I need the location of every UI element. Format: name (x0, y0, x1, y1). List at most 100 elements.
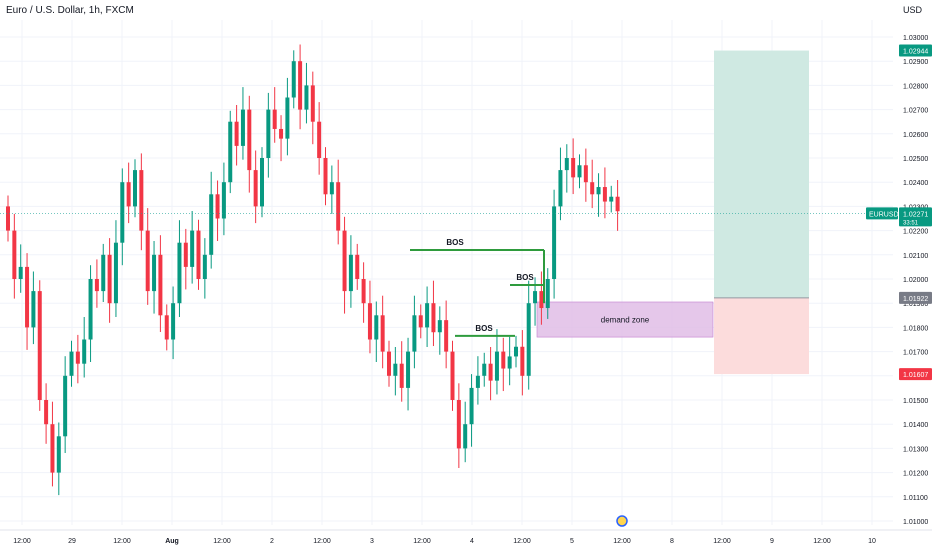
candle-down (298, 61, 303, 110)
stop-price-tag (899, 368, 932, 381)
target-price-tag-text: 1.02944 (903, 49, 928, 56)
currency-label: USD (903, 5, 923, 15)
candle-up (552, 206, 557, 279)
candle-down (215, 194, 220, 219)
y-tick-label: 1.02500 (903, 156, 928, 163)
event-icon[interactable] (616, 515, 628, 527)
candle-down (247, 109, 252, 171)
y-tick-label: 1.01200 (903, 471, 928, 478)
x-tick-label: 3 (370, 538, 374, 545)
candle-up (63, 375, 68, 437)
candle-down (431, 303, 436, 333)
bos-label: BOS (475, 324, 493, 333)
y-tick-label: 1.02600 (903, 132, 928, 139)
x-tick-label: 12:00 (213, 538, 231, 545)
candle-down (317, 121, 322, 158)
candle-up (190, 230, 195, 267)
x-tick-label: 2 (270, 538, 274, 545)
x-tick-label: 4 (470, 538, 474, 545)
candle-up (533, 291, 538, 304)
candle-down (336, 182, 341, 231)
candle-up (285, 97, 290, 139)
loss-zone[interactable] (714, 297, 809, 375)
candle-up (209, 194, 214, 255)
candle-up (120, 182, 125, 243)
target-price-tag (899, 44, 932, 57)
candle-up (482, 363, 487, 376)
y-tick-label: 1.01400 (903, 422, 928, 429)
candle-down (126, 182, 131, 207)
candle-up (31, 291, 36, 328)
candle-up (69, 351, 74, 376)
candle-down (456, 400, 461, 449)
candle-up (228, 121, 233, 183)
candle-up (374, 315, 379, 340)
y-tick-label: 1.01500 (903, 398, 928, 405)
candle-up (82, 339, 87, 364)
candle-down (158, 254, 163, 316)
x-tick-label: 12:00 (13, 538, 31, 545)
candle-up (412, 315, 417, 352)
candle-up (266, 109, 271, 158)
candle-down (6, 206, 10, 231)
x-tick-label: 10 (868, 538, 876, 545)
x-tick-label: 12:00 (113, 538, 131, 545)
candle-down (355, 254, 360, 279)
candle-up (463, 424, 468, 449)
candle-up (609, 196, 614, 202)
profit-zone[interactable] (714, 50, 809, 298)
y-tick-label: 1.02400 (903, 180, 928, 187)
candle-up (177, 242, 182, 304)
candle-down (539, 291, 544, 309)
y-tick-label: 1.02200 (903, 229, 928, 236)
candle-down (183, 242, 188, 267)
candle-down (145, 230, 150, 292)
candle-down (399, 363, 404, 388)
stop-price-tag-text: 1.01607 (903, 372, 928, 379)
candle-up (558, 170, 563, 207)
candle-down (75, 351, 80, 364)
candle-up (221, 182, 226, 219)
candle-down (380, 315, 385, 352)
y-tick-label: 1.02700 (903, 108, 928, 115)
candle-up (494, 351, 499, 381)
candle-up (101, 254, 106, 292)
candle-up (526, 303, 531, 376)
candle-down (50, 424, 55, 473)
demand-zone-label: demand zone (601, 316, 650, 325)
candle-up (56, 436, 61, 473)
candle-up (152, 254, 157, 292)
candle-down (323, 158, 328, 195)
candle-down (488, 363, 493, 381)
x-tick-label: 29 (68, 538, 76, 545)
candle-down (139, 170, 144, 231)
x-tick-label: 9 (770, 538, 774, 545)
candle-down (367, 303, 372, 340)
candle-down (450, 351, 455, 400)
candle-down (164, 315, 169, 340)
y-tick-label: 1.01000 (903, 519, 928, 526)
candle-down (418, 315, 423, 328)
candle-up (348, 254, 353, 292)
candle-up (329, 182, 334, 195)
candle-up (202, 254, 207, 279)
y-tick-label: 1.03000 (903, 35, 928, 42)
x-tick-label: 12:00 (713, 538, 731, 545)
candle-down (615, 196, 620, 212)
candle-up (469, 387, 474, 425)
candle-up (514, 346, 518, 357)
y-tick-label: 1.01800 (903, 325, 928, 332)
candle-up (437, 320, 442, 333)
candle-down (590, 182, 595, 195)
x-tick-label: 12:00 (613, 538, 631, 545)
candle-down (602, 187, 607, 202)
candle-down (361, 279, 366, 304)
entry-price-tag (899, 291, 932, 304)
candle-up (425, 303, 430, 328)
candle-down (25, 266, 30, 328)
y-tick-label: 1.02900 (903, 59, 928, 66)
candle-down (310, 85, 315, 122)
demand-zone[interactable] (536, 301, 714, 338)
